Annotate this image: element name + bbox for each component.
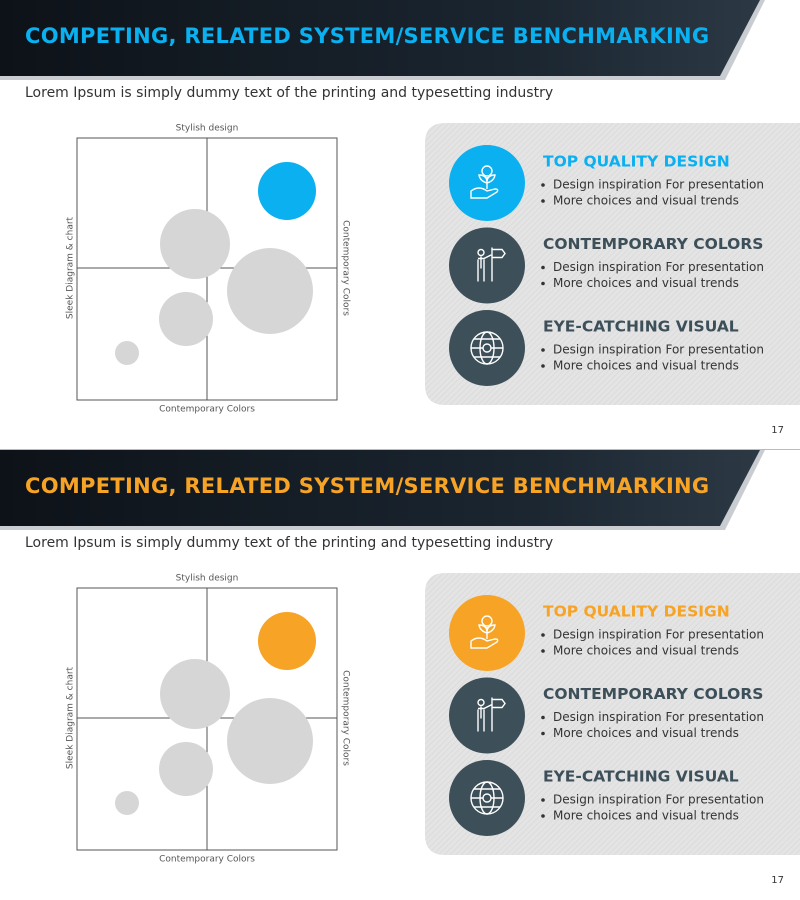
bullet-text: Design inspiration For presentation: [553, 710, 764, 724]
item-heading: CONTEMPORARY COLORS: [543, 685, 763, 703]
bullet-text: More choices and visual trends: [553, 194, 739, 208]
bullet-text: Design inspiration For presentation: [553, 628, 764, 642]
subtitle: Lorem Ipsum is simply dummy text of the …: [25, 85, 553, 101]
page-number: 17: [771, 875, 784, 886]
axis-label: Contemporary Colors: [341, 670, 351, 766]
bullet-text: More choices and visual trends: [553, 809, 739, 823]
icon: [478, 174, 496, 184]
bullet-dot: [541, 731, 545, 736]
item-heading: TOP QUALITY DESIGN: [543, 153, 730, 171]
icon-circle: [449, 677, 525, 754]
bubble: [227, 698, 313, 784]
bullet-dot: [541, 265, 545, 270]
axis-label: Sleek Diagram & chart: [66, 666, 76, 769]
bullet-text: More choices and visual trends: [553, 276, 739, 290]
slide: COMPETING, RELATED SYSTEM/SERVICE BENCHM…: [0, 450, 800, 900]
icon: [477, 247, 506, 282]
axis-label: Stylish design: [176, 574, 239, 584]
bullet-dot: [541, 183, 545, 187]
icon: [482, 343, 492, 353]
bubble: [159, 292, 213, 346]
item-heading: EYE-CATCHING VISUAL: [543, 318, 739, 336]
icon: [477, 698, 485, 707]
item-heading: CONTEMPORARY COLORS: [543, 235, 763, 253]
axis-label: Sleek Diagram & chart: [66, 216, 76, 319]
header-bar: [0, 450, 760, 526]
axis-label: Contemporary Colors: [159, 405, 255, 415]
item-heading: TOP QUALITY DESIGN: [543, 603, 730, 621]
bullet-text: Design inspiration For presentation: [553, 793, 764, 807]
bullet-dot: [541, 633, 545, 637]
icon: [482, 793, 492, 803]
bullet-text: More choices and visual trends: [553, 359, 739, 373]
item-heading: EYE-CATCHING VISUAL: [543, 768, 739, 786]
title: COMPETING, RELATED SYSTEM/SERVICE BENCHM…: [25, 24, 709, 48]
bullet-text: Design inspiration For presentation: [553, 343, 764, 357]
bubble: [159, 742, 213, 796]
bullet-dot: [541, 715, 545, 720]
icon: [478, 624, 496, 634]
title: COMPETING, RELATED SYSTEM/SERVICE BENCHM…: [25, 474, 709, 498]
icon-circle: [449, 227, 525, 304]
bullet-text: Design inspiration For presentation: [553, 178, 764, 192]
bubble: [227, 248, 313, 334]
icon: [477, 697, 506, 732]
icon: [481, 615, 493, 627]
bullet-text: More choices and visual trends: [553, 726, 739, 740]
bullet-dot: [541, 281, 545, 286]
bullet-text: More choices and visual trends: [553, 644, 739, 658]
axis-label: Stylish design: [176, 124, 239, 134]
bubble: [160, 659, 230, 729]
bullet-dot: [541, 364, 545, 368]
subtitle: Lorem Ipsum is simply dummy text of the …: [25, 535, 553, 551]
bullet-dot: [541, 348, 545, 352]
bubble: [115, 341, 139, 365]
bubble-highlight: [258, 612, 316, 670]
header-bar: [0, 0, 760, 76]
axis-label: Contemporary Colors: [341, 220, 351, 316]
icon: [481, 165, 493, 177]
icon: [477, 248, 485, 257]
bubble: [160, 209, 230, 279]
bullet-dot: [541, 649, 545, 653]
bullet-dot: [541, 814, 545, 818]
bubble: [115, 791, 139, 815]
bubble-highlight: [258, 162, 316, 220]
bullet-text: Design inspiration For presentation: [553, 260, 764, 274]
slide: COMPETING, RELATED SYSTEM/SERVICE BENCHM…: [0, 0, 800, 450]
bullet-dot: [541, 798, 545, 802]
axis-label: Contemporary Colors: [159, 855, 255, 865]
bullet-dot: [541, 199, 545, 203]
page-number: 17: [771, 425, 784, 436]
